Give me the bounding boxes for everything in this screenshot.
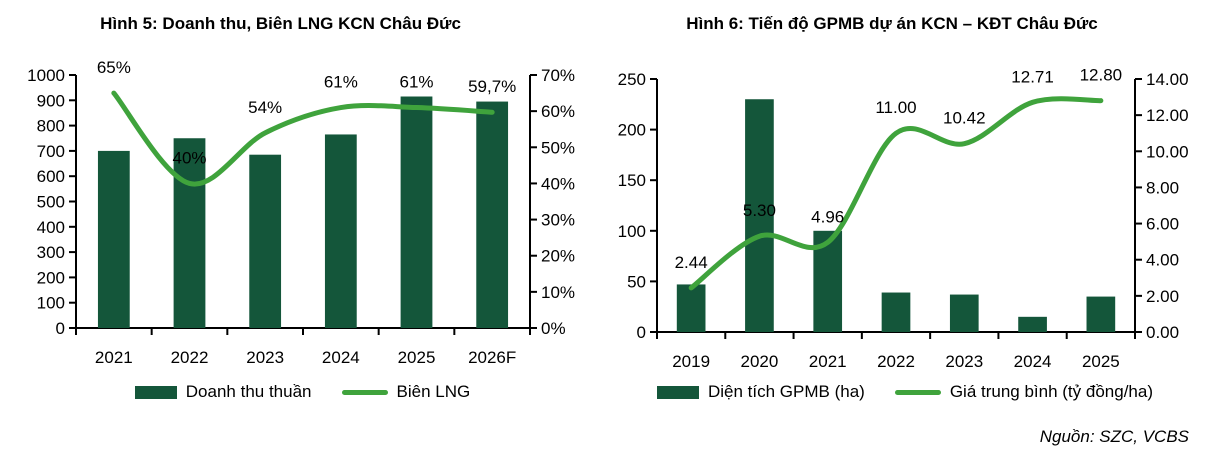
svg-text:0%: 0%: [541, 319, 566, 338]
svg-text:0.00: 0.00: [1146, 323, 1179, 342]
source-note: Nguồn: SZC, VCBS: [1039, 427, 1189, 446]
svg-text:40%: 40%: [172, 148, 206, 167]
svg-text:2023: 2023: [945, 352, 983, 371]
svg-text:2.00: 2.00: [1146, 287, 1179, 306]
svg-text:2022: 2022: [877, 352, 915, 371]
svg-text:1000: 1000: [27, 66, 65, 85]
svg-text:200: 200: [618, 121, 646, 140]
chart-legend-hinh-5: Doanh thu thuần Biên LNG: [0, 382, 605, 402]
svg-text:11.00: 11.00: [875, 98, 916, 117]
bar-legend-label: Doanh thu thuần: [185, 382, 312, 401]
svg-text:4.00: 4.00: [1146, 251, 1179, 270]
svg-text:0: 0: [637, 323, 646, 342]
gpmb-progress-chart: 0 50 100 150 200 250 0.00 2.00 4.00 6.00 8.00 10.00…: [618, 66, 1189, 371]
svg-text:2021: 2021: [809, 352, 847, 371]
svg-text:59,7%: 59,7%: [468, 77, 516, 96]
svg-text:5.30: 5.30: [743, 201, 776, 220]
svg-text:2024: 2024: [1014, 352, 1052, 371]
bar-legend-label: Diện tích GPMB (ha): [707, 382, 865, 401]
svg-text:2025: 2025: [398, 348, 436, 367]
svg-text:30%: 30%: [541, 211, 575, 230]
line-legend-swatch: [894, 389, 941, 395]
svg-text:250: 250: [618, 70, 646, 89]
svg-text:10.00: 10.00: [1146, 142, 1189, 161]
svg-text:2021: 2021: [95, 348, 133, 367]
chart-title-hinh-5: Hình 5: Doanh thu, Biên LNG KCN Châu Đức: [100, 14, 461, 33]
svg-text:10.42: 10.42: [943, 109, 986, 128]
svg-text:40%: 40%: [541, 174, 575, 193]
svg-text:600: 600: [37, 167, 65, 186]
svg-text:200: 200: [37, 268, 65, 287]
svg-text:2020: 2020: [741, 352, 779, 371]
svg-text:2024: 2024: [322, 348, 360, 367]
svg-text:10%: 10%: [541, 283, 575, 302]
svg-text:2023: 2023: [246, 348, 284, 367]
svg-text:400: 400: [37, 218, 65, 237]
svg-text:61%: 61%: [324, 73, 358, 92]
svg-text:20%: 20%: [541, 247, 575, 266]
revenue-margin-chart: 0 100 200 300 400 500 600 700 800 900 1000 0% 10% 20%…: [27, 58, 575, 367]
line-legend-label: Giá trung bình (tỷ đồng/ha): [949, 382, 1153, 401]
svg-text:65%: 65%: [97, 58, 131, 77]
svg-text:6.00: 6.00: [1146, 215, 1179, 234]
figure-gpmb-progress: Hình 6: Tiến độ GPMB dự án KCN – KĐT Châ…: [605, 0, 1205, 458]
svg-text:8.00: 8.00: [1146, 178, 1179, 197]
legend-item-area: Diện tích GPMB (ha): [656, 382, 865, 402]
chart-legend-hinh-6: Diện tích GPMB (ha) Giá trung bình (tỷ đ…: [605, 382, 1205, 402]
svg-text:2019: 2019: [672, 352, 710, 371]
svg-text:2025: 2025: [1082, 352, 1120, 371]
svg-text:61%: 61%: [399, 73, 433, 92]
svg-text:14.00: 14.00: [1146, 70, 1189, 89]
line-legend-label: Biên LNG: [396, 382, 471, 401]
svg-text:100: 100: [37, 294, 65, 313]
bar-legend-swatch: [134, 385, 177, 399]
legend-item-margin: Biên LNG: [341, 382, 471, 402]
svg-text:60%: 60%: [541, 102, 575, 121]
svg-text:2022: 2022: [171, 348, 209, 367]
svg-text:700: 700: [37, 142, 65, 161]
svg-text:500: 500: [37, 193, 65, 212]
svg-text:2026F: 2026F: [468, 348, 516, 367]
legend-item-revenue: Doanh thu thuần: [134, 382, 312, 402]
svg-text:2.44: 2.44: [675, 253, 708, 272]
svg-text:900: 900: [37, 91, 65, 110]
svg-text:50: 50: [627, 272, 646, 291]
legend-item-price: Giá trung bình (tỷ đồng/ha): [894, 382, 1153, 402]
svg-text:100: 100: [618, 222, 646, 241]
svg-text:4.96: 4.96: [811, 207, 844, 226]
figure-revenue-margin: Hình 5: Doanh thu, Biên LNG KCN Châu Đức…: [0, 14, 605, 402]
svg-text:0: 0: [56, 319, 65, 338]
svg-text:70%: 70%: [541, 66, 575, 85]
svg-text:12.00: 12.00: [1146, 106, 1189, 125]
svg-text:150: 150: [618, 171, 646, 190]
line-legend-swatch: [341, 389, 388, 395]
svg-text:12.80: 12.80: [1080, 66, 1123, 85]
svg-text:12.71: 12.71: [1011, 67, 1054, 86]
svg-text:300: 300: [37, 243, 65, 262]
svg-text:800: 800: [37, 117, 65, 136]
bar-legend-swatch: [656, 385, 699, 399]
svg-text:50%: 50%: [541, 138, 575, 157]
svg-text:54%: 54%: [248, 98, 282, 117]
chart-title-hinh-6: Hình 6: Tiến độ GPMB dự án KCN – KĐT Châ…: [686, 14, 1098, 33]
